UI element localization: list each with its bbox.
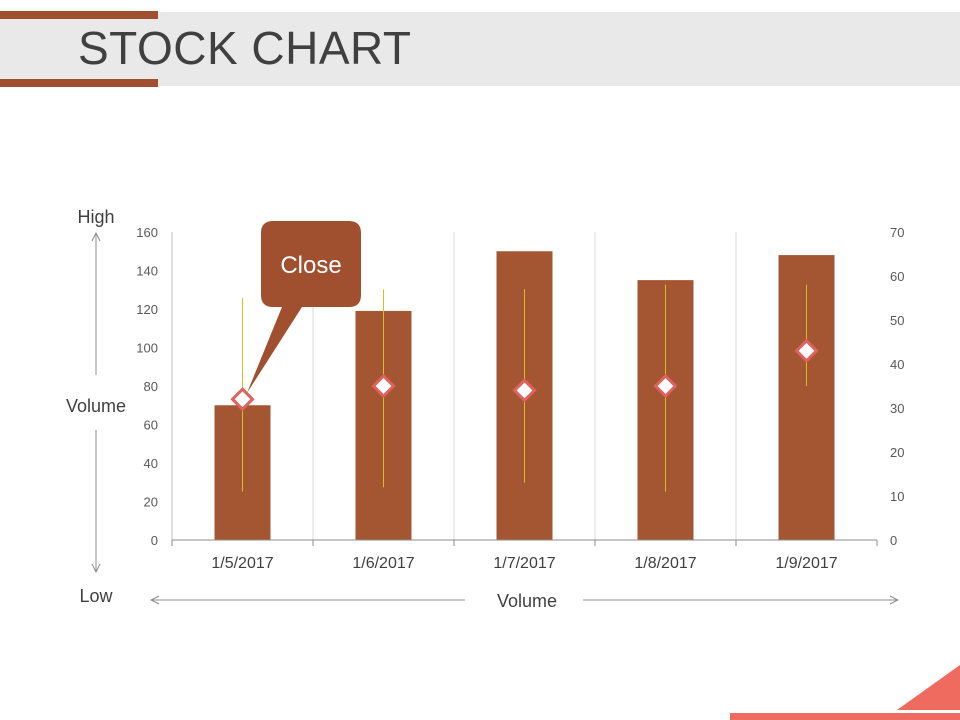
right-tick-label-3: 30 (890, 401, 904, 416)
right-tick-label-1: 10 (890, 489, 904, 504)
callout-text: Close (280, 252, 341, 279)
x-axis-ticks: 1/5/2017 1/6/2017 1/7/2017 1/8/2017 1/9/2017 (211, 555, 837, 572)
callout-bubble (247, 221, 361, 393)
close-callout: Close (247, 221, 361, 393)
right-tick-label-6: 60 (890, 269, 904, 284)
left-label-high: High (77, 207, 114, 227)
right-tick-label-2: 20 (890, 445, 904, 460)
volume-bars (214, 251, 835, 540)
right-tick-label-4: 40 (890, 357, 904, 372)
right-tick-label-5: 50 (890, 313, 904, 328)
title-accent-top (0, 11, 158, 19)
right-axis-ticks: 0 10 20 30 40 50 60 70 (890, 225, 904, 548)
title-band (0, 12, 960, 86)
close-marker-1 (230, 387, 255, 412)
x-tick-label-3: 1/7/2017 (493, 555, 555, 572)
x-tick-label-5: 1/9/2017 (775, 555, 837, 572)
axes (171, 232, 878, 546)
close-marker-2 (371, 373, 396, 399)
left-tick-label-1: 20 (144, 495, 158, 510)
left-label-volume: Volume (66, 396, 126, 416)
bottom-label-volume: Volume (497, 591, 557, 611)
close-marker-5 (794, 338, 819, 363)
x-tick-label-4: 1/8/2017 (634, 555, 696, 572)
left-tick-label-5: 100 (136, 341, 158, 356)
corner-bar (730, 713, 960, 720)
close-marker-3 (512, 378, 537, 403)
left-tick-label-0: 0 (151, 533, 158, 548)
x-tick-label-1: 1/5/2017 (211, 555, 273, 572)
left-label-low: Low (79, 586, 113, 606)
page-title: STOCK CHART (78, 22, 412, 74)
x-tick-label-2: 1/6/2017 (352, 555, 414, 572)
right-tick-label-0: 0 (890, 533, 897, 548)
left-tick-label-3: 60 (144, 418, 158, 433)
left-tick-label-8: 160 (136, 225, 158, 240)
close-markers (230, 338, 819, 412)
left-tick-label-6: 120 (136, 302, 158, 317)
right-tick-label-7: 70 (890, 225, 904, 240)
corner-triangle (897, 665, 960, 710)
left-axis-ticks: 0 20 40 60 80 100 120 140 160 (136, 225, 158, 548)
close-marker-4 (653, 373, 678, 399)
title-accent-bottom (0, 79, 158, 87)
left-tick-label-2: 40 (144, 456, 158, 471)
left-tick-label-4: 80 (144, 379, 158, 394)
left-tick-label-7: 140 (136, 264, 158, 279)
